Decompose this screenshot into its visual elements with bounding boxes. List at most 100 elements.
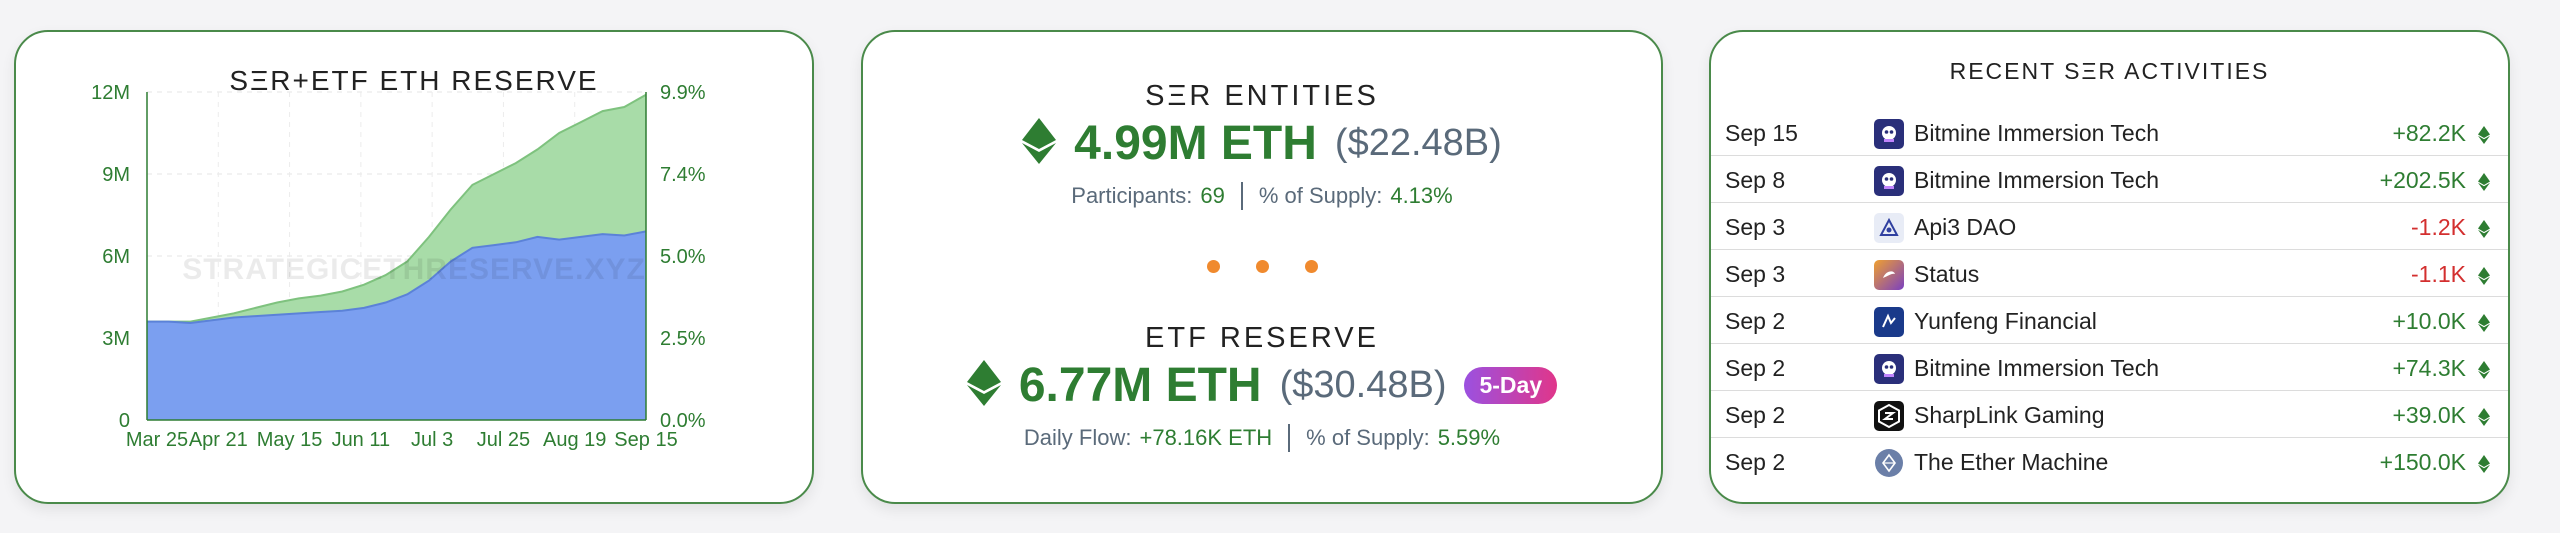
chart-watermark: STRATEGICETHRESERVE.XYZ	[182, 253, 646, 286]
activity-entity-name[interactable]: Yunfeng Financial	[1914, 308, 2097, 334]
activity-date: Sep 2	[1725, 449, 1786, 475]
dot-icon	[1304, 260, 1318, 273]
activity-row[interactable]: Sep 15 Bitmine Immersion Tech +82.2K	[1711, 109, 2508, 156]
y-tick-right-label: 0.0%	[660, 410, 706, 432]
eth-diamond-icon	[2478, 170, 2490, 197]
activity-amount: -1.2K	[2411, 214, 2466, 240]
activities-title: RECENT SΞR ACTIVITIES	[1949, 58, 2270, 84]
yunfeng-logo	[1874, 307, 1904, 337]
y-tick-left-label: 12M	[91, 82, 130, 104]
activity-amount: +39.0K	[2392, 402, 2466, 428]
bitmine-logo	[1874, 119, 1904, 149]
stats-divider	[1240, 182, 1243, 210]
y-tick-right-label: 5.0%	[660, 246, 706, 268]
daily-flow-value: +78.16K ETH	[1139, 425, 1273, 450]
etf-usd-value: ($30.48B)	[1279, 364, 1447, 406]
api3-logo	[1874, 213, 1904, 243]
activity-date: Sep 15	[1725, 120, 1798, 146]
x-tick-label: May 15	[257, 429, 323, 451]
activity-row[interactable]: Sep 2 Bitmine Immersion Tech +74.3K	[1711, 344, 2508, 391]
activity-date: Sep 3	[1725, 214, 1786, 240]
activity-amount: +74.3K	[2392, 355, 2466, 381]
daily-flow-label: Daily Flow:	[1023, 425, 1132, 450]
activity-amount: -1.1K	[2411, 261, 2466, 287]
y-tick-right-label: 2.5%	[660, 328, 706, 350]
sharplink-logo	[1874, 401, 1904, 431]
ser-usd-value: ($22.48B)	[1334, 122, 1502, 164]
ser-supply-value: 4.13%	[1390, 183, 1453, 208]
activity-entity-name[interactable]: Status	[1914, 261, 1980, 287]
etf-reserve-section: ETF RESERVE	[863, 322, 1661, 355]
etf-reserve-title: ETF RESERVE	[1145, 322, 1379, 354]
area-series-green	[147, 94, 646, 323]
x-tick-label: Aug 19	[543, 429, 606, 451]
line-series-green	[147, 93, 647, 323]
x-tick-label: Jul 25	[477, 429, 530, 451]
activity-amount: +10.0K	[2392, 308, 2466, 334]
area-series-blue	[147, 231, 646, 420]
y-tick-left-label: 9M	[102, 164, 130, 186]
bitmine-logo	[1874, 166, 1904, 196]
x-tick-label: Mar 25	[126, 429, 188, 451]
y-tick-right-label: 7.4%	[660, 164, 706, 186]
activity-row[interactable]: Sep 8 Bitmine Immersion Tech +202.5K	[1711, 156, 2508, 203]
section-divider-dots	[863, 260, 1661, 273]
status-logo	[1874, 260, 1904, 290]
activity-date: Sep 2	[1725, 402, 1786, 428]
chart-ticks: 12M 9M 6M 3M 0 9.9% 7.4% 5.0% 2.5% 0.0% Mar 25 Apr …	[91, 82, 706, 451]
activity-row[interactable]: Sep 3 Status -1.1K	[1711, 250, 2508, 297]
eth-diamond-icon	[2478, 405, 2490, 432]
activity-date: Sep 8	[1725, 167, 1786, 193]
activity-entity-name[interactable]: SharpLink Gaming	[1914, 402, 2105, 428]
activity-entity-name[interactable]: Bitmine Immersion Tech	[1914, 120, 2159, 146]
x-tick-label: Jul 3	[411, 429, 453, 451]
ser-eth-value: 4.99M ETH	[1074, 117, 1317, 170]
participants-value: 69	[1200, 183, 1225, 208]
ser-entities-value-row: 4.99M ETH ($22.48B)	[863, 116, 1661, 171]
x-tick-label: Jun 11	[332, 429, 391, 451]
eth-diamond-icon	[2478, 358, 2490, 385]
activity-row[interactable]: Sep 2 SharpLink Gaming +39.0K	[1711, 391, 2508, 438]
ser-entities-section: SΞR ENTITIES	[863, 80, 1661, 113]
eth-diamond-icon	[966, 360, 1001, 411]
activity-row[interactable]: Sep 2 The Ether Machine +150.0K	[1711, 438, 2508, 485]
y-tick-left-label: 0	[119, 410, 130, 432]
ether-machine-logo	[1874, 448, 1904, 478]
etf-eth-value: 6.77M ETH	[1018, 359, 1262, 412]
activity-entity-name[interactable]: Bitmine Immersion Tech	[1914, 355, 2159, 381]
dot-icon	[1206, 260, 1220, 273]
eth-diamond-icon	[2478, 123, 2490, 150]
activity-date: Sep 2	[1725, 308, 1786, 334]
y-tick-left-label: 6M	[102, 246, 130, 268]
activity-entity-name[interactable]: Api3 DAO	[1914, 214, 2017, 240]
eth-diamond-icon	[2478, 264, 2490, 291]
activity-row[interactable]: Sep 2 Yunfeng Financial +10.0K	[1711, 297, 2508, 344]
eth-diamond-icon	[2478, 217, 2490, 244]
activity-row[interactable]: Sep 3 Api3 DAO -1.2K	[1711, 203, 2508, 250]
etf-stats: Daily Flow: +78.16K ETH % of Supply: 5.5…	[863, 424, 1661, 452]
recent-activities-card: RECENT SΞR ACTIVITIES Sep 15 Bitmine Imme…	[1709, 30, 2510, 504]
x-tick-label: Sep 15	[614, 429, 677, 451]
etf-supply-label: % of Supply:	[1306, 425, 1430, 450]
dot-icon	[1255, 260, 1269, 273]
ser-entities-title: SΞR ENTITIES	[1145, 80, 1379, 112]
eth-diamond-icon	[2478, 311, 2490, 338]
activity-entity-name[interactable]: Bitmine Immersion Tech	[1914, 167, 2159, 193]
activity-amount: +202.5K	[2379, 167, 2466, 193]
chart-axes	[146, 92, 647, 421]
chart-title: SΞR+ETF ETH RESERVE	[229, 65, 598, 96]
activity-date: Sep 2	[1725, 355, 1786, 381]
eth-diamond-icon	[1022, 118, 1057, 169]
five-day-badge: 5-Day	[1464, 367, 1558, 404]
etf-value-row: 6.77M ETH ($30.48B) 5-Day	[863, 358, 1661, 413]
etf-supply-value: 5.59%	[1437, 425, 1501, 450]
activity-entity-name[interactable]: The Ether Machine	[1914, 449, 2109, 475]
activities-list: Sep 15 Bitmine Immersion Tech +82.2K Sep 8 B…	[1711, 109, 2508, 485]
stats-divider	[1288, 424, 1291, 452]
activity-date: Sep 3	[1725, 261, 1786, 287]
reserve-chart-card: SΞR+ETF ETH RESERVE 12M 9M 6M 3M 0 9.9% 7.4% 5.…	[14, 30, 814, 504]
y-tick-right-label: 9.9%	[660, 82, 706, 104]
eth-diamond-icon	[2478, 452, 2490, 479]
activity-amount: +150.0K	[2379, 449, 2466, 475]
bitmine-logo	[1874, 354, 1904, 384]
